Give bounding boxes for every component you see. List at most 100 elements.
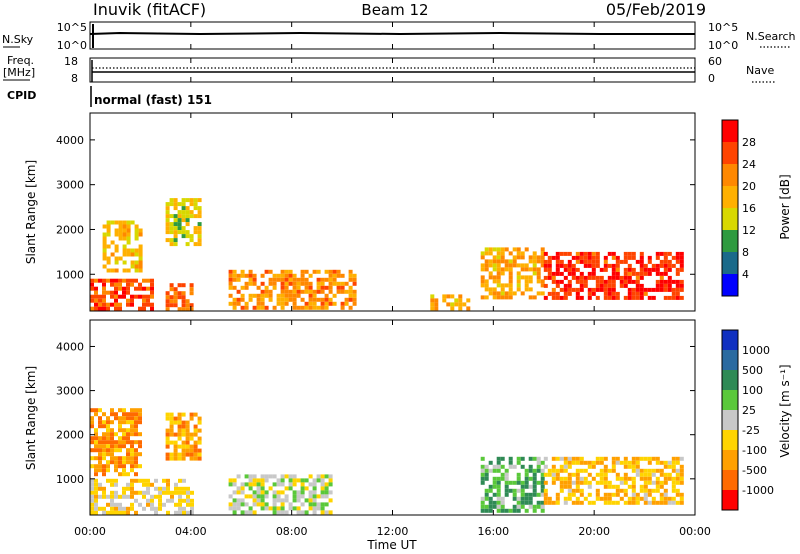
power-echo-cell <box>639 259 644 264</box>
velocity-echo-cell <box>284 498 289 503</box>
power-echo-cell <box>308 289 313 294</box>
velocity-echo-cell <box>591 460 596 465</box>
velocity-echo-cell <box>98 464 102 469</box>
velocity-echo-cell <box>90 420 94 425</box>
velocity-echo-cell <box>488 496 493 501</box>
power-echo-cell <box>675 271 680 276</box>
velocity-echo-cell <box>603 496 608 501</box>
power-echo-cell <box>114 278 118 283</box>
power-echo-cell <box>595 279 600 284</box>
power-echo-cell <box>583 275 588 280</box>
power-echo-cell <box>679 283 684 288</box>
power-echo-cell <box>488 287 493 292</box>
power-echo-cell <box>296 285 301 290</box>
velocity-echo-cell <box>320 486 325 491</box>
power-echo-cell <box>611 291 616 296</box>
power-echo-cell <box>516 247 521 252</box>
velocity-echo-cell <box>142 478 146 483</box>
velocity-echo-cell <box>599 456 604 461</box>
velocity-echo-cell <box>110 440 114 445</box>
power-echo-cell <box>304 277 309 282</box>
velocity-echo-cell <box>178 494 182 499</box>
power-echo-cell <box>551 291 556 296</box>
power-echo-cell <box>288 281 293 286</box>
power-colorbar-swatch <box>722 274 738 297</box>
power-echo-cell <box>288 289 293 294</box>
velocity-echo-cell <box>575 484 580 489</box>
power-echo-cell <box>663 271 668 276</box>
velocity-echo-cell <box>540 468 545 473</box>
velocity-echo-cell <box>508 456 513 461</box>
velocity-echo-layer <box>90 408 684 515</box>
power-echo-cell <box>348 277 353 282</box>
power-echo-cell <box>536 279 541 284</box>
power-echo-cell <box>181 291 186 296</box>
velocity-echo-cell <box>679 480 684 485</box>
velocity-echo-cell <box>292 478 297 483</box>
velocity-echo-cell <box>484 496 489 501</box>
power-echo-cell <box>512 291 517 296</box>
velocity-echo-cell <box>663 492 668 497</box>
velocity-echo-cell <box>611 464 616 469</box>
power-echo-cell <box>466 306 471 311</box>
power-echo-cell <box>177 230 182 235</box>
power-echo-cell <box>551 287 556 292</box>
power-echo-cell <box>480 295 485 300</box>
velocity-echo-cell <box>102 468 106 473</box>
power-echo-cell <box>623 271 628 276</box>
velocity-echo-cell <box>659 500 664 505</box>
power-echo-cell <box>181 218 186 223</box>
velocity-echo-cell <box>146 490 150 495</box>
velocity-echo-cell <box>567 460 572 465</box>
velocity-echo-cell <box>488 484 493 489</box>
velocity-echo-cell <box>260 490 265 495</box>
velocity-colorbar-swatch <box>722 410 738 431</box>
velocity-echo-cell <box>240 498 245 503</box>
velocity-echo-cell <box>671 456 676 461</box>
velocity-echo-cell <box>496 508 501 513</box>
power-echo-cell <box>122 220 127 225</box>
velocity-echo-cell <box>480 476 485 481</box>
power-echo-cell <box>181 283 186 288</box>
velocity-echo-cell <box>623 492 628 497</box>
velocity-echo-cell <box>296 510 301 515</box>
power-echo-cell <box>260 281 265 286</box>
power-echo-cell <box>603 283 608 288</box>
velocity-echo-cell <box>575 488 580 493</box>
velocity-echo-cell <box>516 496 521 501</box>
power-echo-cell <box>607 251 612 256</box>
power-echo-cell <box>492 267 497 272</box>
power-echo-cell <box>268 269 273 274</box>
power-echo-cell <box>480 283 485 288</box>
power-echo-cell <box>185 214 190 219</box>
power-echo-cell <box>130 298 134 303</box>
power-echo-cell <box>94 306 98 311</box>
power-echo-cell <box>575 251 580 256</box>
power-echo-cell <box>551 255 556 260</box>
power-echo-cell <box>292 293 297 298</box>
power-echo-cell <box>484 251 489 256</box>
power-echo-cell <box>579 275 584 280</box>
velocity-echo-cell <box>603 476 608 481</box>
velocity-echo-cell <box>122 468 126 473</box>
power-echo-cell <box>142 294 146 299</box>
velocity-echo-cell <box>296 506 301 511</box>
power-echo-cell <box>130 248 135 253</box>
power-echo-cell <box>126 282 130 287</box>
velocity-echo-cell <box>496 496 501 501</box>
power-echo-cell <box>134 248 139 253</box>
power-echo-cell <box>252 305 257 310</box>
power-echo-cell <box>615 275 620 280</box>
velocity-echo-cell <box>619 476 624 481</box>
power-echo-cell <box>193 214 198 219</box>
power-echo-cell <box>276 297 281 302</box>
velocity-echo-cell <box>114 478 118 483</box>
velocity-echo-cell <box>524 496 529 501</box>
power-echo-cell <box>134 264 139 269</box>
power-echo-cell <box>193 230 198 235</box>
velocity-echo-cell <box>643 492 648 497</box>
velocity-echo-cell <box>551 472 556 477</box>
power-echo-cell <box>114 302 118 307</box>
power-echo-cell <box>232 305 237 310</box>
power-echo-cell <box>639 291 644 296</box>
